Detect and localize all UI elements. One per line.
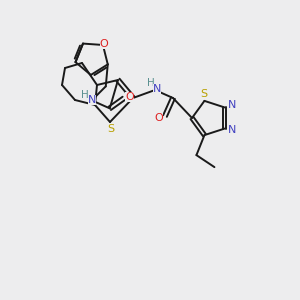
Text: O: O — [154, 113, 164, 123]
Text: N: N — [228, 124, 237, 135]
Text: O: O — [100, 39, 108, 49]
Text: S: S — [200, 89, 207, 99]
Text: H: H — [81, 90, 88, 100]
Text: N: N — [153, 84, 161, 94]
Text: N: N — [228, 100, 237, 110]
Text: O: O — [125, 92, 134, 102]
Text: S: S — [107, 124, 115, 134]
Text: H: H — [147, 78, 155, 88]
Text: N: N — [88, 95, 96, 105]
